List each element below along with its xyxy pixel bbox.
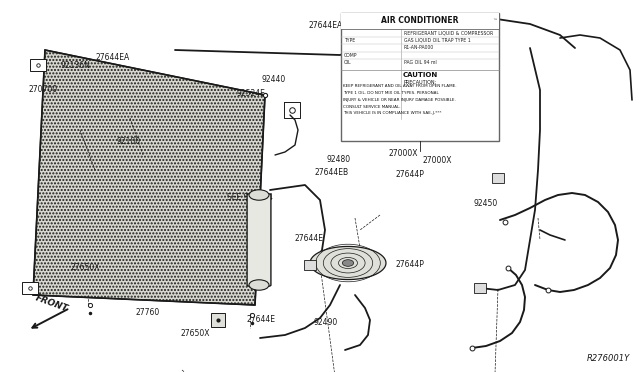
Ellipse shape bbox=[249, 190, 269, 200]
Bar bbox=[341, 13, 499, 29]
Text: 27000X: 27000X bbox=[422, 156, 452, 165]
Text: 92450: 92450 bbox=[474, 199, 498, 208]
Polygon shape bbox=[33, 50, 265, 305]
Text: 27644E: 27644E bbox=[246, 315, 275, 324]
Text: OIL: OIL bbox=[344, 60, 351, 65]
Text: REFRIGERANT LIQUID & COMPRESSOR: REFRIGERANT LIQUID & COMPRESSOR bbox=[404, 31, 493, 35]
Text: INJURY & VEHICLE OR NEAR INJURY DAMAGE POSSIBLE.: INJURY & VEHICLE OR NEAR INJURY DAMAGE P… bbox=[343, 98, 456, 102]
Circle shape bbox=[342, 260, 354, 266]
Text: 270700: 270700 bbox=[29, 85, 58, 94]
Text: 27760: 27760 bbox=[136, 308, 160, 317]
Text: 92490: 92490 bbox=[314, 318, 338, 327]
Text: 92100: 92100 bbox=[116, 137, 141, 146]
Text: R1-AN-PA000: R1-AN-PA000 bbox=[404, 45, 434, 50]
Text: CONSULT SERVICE MANUAL.: CONSULT SERVICE MANUAL. bbox=[343, 105, 401, 109]
Text: R276001Y: R276001Y bbox=[587, 355, 630, 363]
Text: ™: ™ bbox=[492, 17, 497, 23]
Text: THIS VEHICLE IS IN COMPLIANCE WITH SAE-J-***: THIS VEHICLE IS IN COMPLIANCE WITH SAE-J… bbox=[343, 111, 442, 115]
Text: COMP: COMP bbox=[344, 53, 357, 58]
Text: SEE SEC274: SEE SEC274 bbox=[227, 193, 273, 202]
Text: 27644E: 27644E bbox=[294, 234, 323, 243]
Text: FRONT: FRONT bbox=[35, 294, 70, 314]
FancyBboxPatch shape bbox=[247, 194, 271, 286]
Text: TYPE 1 OIL. DO NOT MIX OIL TYPES. PERSONAL: TYPE 1 OIL. DO NOT MIX OIL TYPES. PERSON… bbox=[343, 91, 439, 95]
Text: KEEP REFRIGERANT AND OIL AWAY FROM OPEN FLAME.: KEEP REFRIGERANT AND OIL AWAY FROM OPEN … bbox=[343, 84, 456, 89]
Text: PRECAUTION:: PRECAUTION: bbox=[404, 80, 436, 84]
Text: 27644EA: 27644EA bbox=[308, 21, 343, 30]
Text: 27644EA: 27644EA bbox=[96, 53, 131, 62]
Text: PAG OIL 94 ml: PAG OIL 94 ml bbox=[404, 60, 436, 65]
Text: 92136N: 92136N bbox=[61, 61, 91, 70]
Text: 27650X: 27650X bbox=[70, 263, 100, 272]
Text: GAS LIQUID OIL TRAP TYPE 1: GAS LIQUID OIL TRAP TYPE 1 bbox=[404, 38, 470, 43]
Bar bbox=[304, 260, 316, 270]
Text: 92480: 92480 bbox=[326, 155, 351, 164]
Bar bbox=[341, 13, 499, 141]
Text: 27644EB: 27644EB bbox=[315, 168, 349, 177]
Text: CAUTION: CAUTION bbox=[403, 72, 438, 78]
Text: 27644P: 27644P bbox=[396, 260, 424, 269]
Text: 27650X: 27650X bbox=[180, 329, 210, 338]
Text: 27644P: 27644P bbox=[396, 170, 424, 179]
Ellipse shape bbox=[249, 280, 269, 290]
Bar bbox=[22, 282, 38, 294]
Text: AIR CONDITIONER: AIR CONDITIONER bbox=[381, 16, 459, 25]
Bar bbox=[211, 313, 225, 327]
Bar bbox=[492, 173, 504, 183]
Text: 92524E: 92524E bbox=[237, 89, 266, 97]
Polygon shape bbox=[310, 246, 386, 280]
Bar bbox=[474, 283, 486, 293]
Bar bbox=[30, 59, 46, 71]
Text: 27644EB: 27644EB bbox=[344, 77, 378, 86]
Text: 92440: 92440 bbox=[261, 76, 285, 84]
Text: 27000X: 27000X bbox=[388, 149, 418, 158]
Text: TYPE: TYPE bbox=[344, 38, 355, 43]
